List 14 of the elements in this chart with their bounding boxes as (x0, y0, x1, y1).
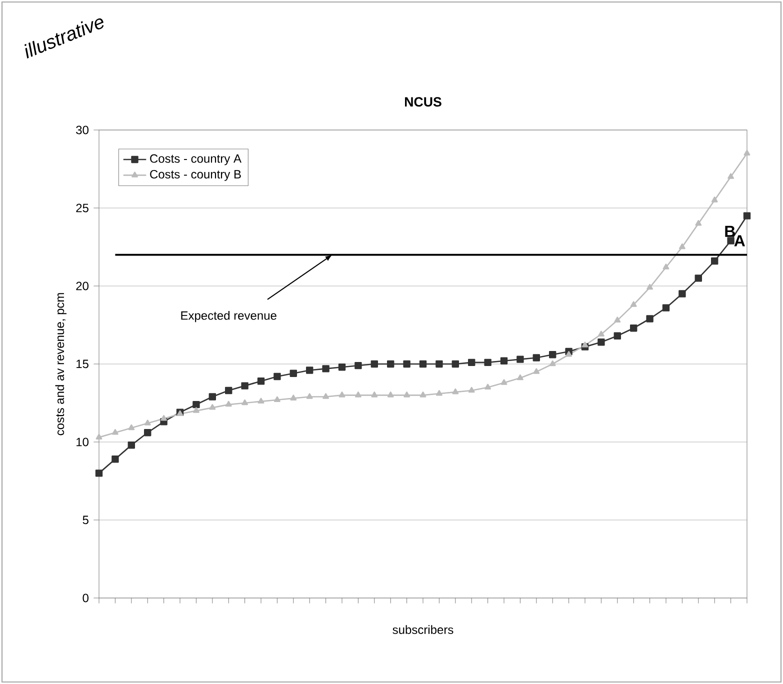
annotation: B (725, 226, 735, 237)
x-axis-title: subscribers (392, 625, 454, 634)
chart-title: NCUS (405, 97, 442, 107)
y-tick-label: 20 (76, 282, 88, 290)
y-tick-label: 5 (82, 516, 88, 524)
y-tick-label: 10 (76, 438, 88, 446)
legend-label: Costs - country B (150, 170, 241, 181)
y-tick-label: 0 (82, 594, 88, 602)
y-tick-label: 25 (76, 204, 88, 212)
y-tick-label: 30 (76, 126, 88, 134)
y-tick-label: 15 (76, 360, 88, 368)
legend-label: Costs - country A (150, 154, 242, 166)
y-axis-title: costs and av revenue, pcm (55, 293, 66, 436)
ref-line-label: Expected revenue (181, 310, 276, 322)
